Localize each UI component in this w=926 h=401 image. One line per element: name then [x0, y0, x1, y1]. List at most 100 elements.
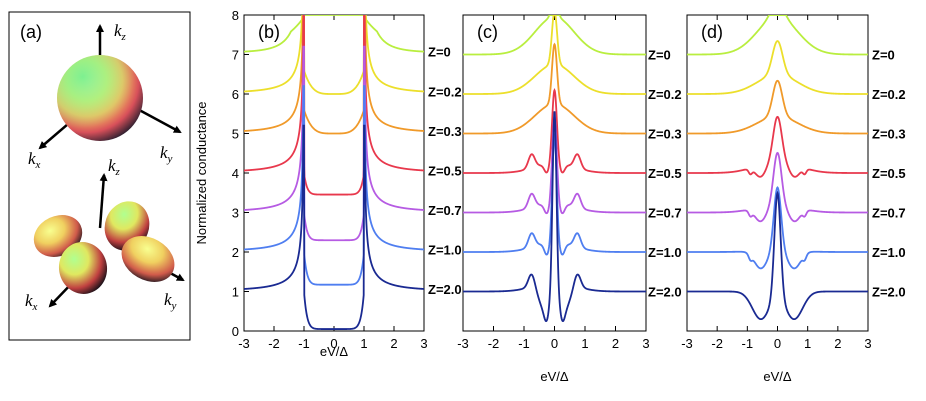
x-axis-title: eV/Δ — [540, 369, 569, 384]
series-label: Z=0 — [648, 47, 671, 62]
x-tick-label: 1 — [360, 336, 367, 351]
x-tick-label: -1 — [518, 336, 530, 351]
y-tick-label: 6 — [232, 87, 239, 102]
conductance-charts: -3 -2 -1 0 1 2 3 0 1 2 3 4 5 6 7 8 Normalized conductanc… — [194, 8, 906, 384]
ky-label-top: ky — [160, 143, 173, 165]
series-label: Z=0.3 — [428, 124, 462, 139]
plot-frame — [243, 14, 425, 332]
y-tick-label: 4 — [232, 166, 239, 181]
x-tick-label: -3 — [681, 336, 693, 351]
chart-panel-d: -3 -2 -1 0 1 2 3 eV/Δ (d) Z=0 Z=0.2 Z=0.3 Z=0.5 Z=0.7… — [681, 14, 906, 384]
y-tick-label: 7 — [232, 48, 239, 63]
series-label: Z=0.3 — [648, 126, 682, 141]
series-line-Z-0-5 — [244, 15, 424, 196]
series-label: Z=0.2 — [428, 84, 462, 99]
series-line-Z-0-7 — [687, 151, 868, 223]
kx-label-top: kx — [28, 149, 41, 171]
curves — [463, 15, 646, 323]
x-tick-label: -2 — [488, 336, 500, 351]
series-line-Z-0-5 — [463, 87, 646, 174]
x-axis-title: eV/Δ — [763, 369, 792, 384]
x-tick-label: 0 — [551, 336, 558, 351]
series-line-Z-1-0 — [463, 132, 646, 256]
kz-axis-arrow-bottom — [98, 173, 108, 229]
series-label: Z=2.0 — [428, 282, 462, 297]
kz-label-top: kz — [114, 21, 127, 43]
y-tick-label: 8 — [232, 8, 239, 23]
x-tick-label: 0 — [774, 336, 781, 351]
series-label: Z=0 — [428, 45, 451, 60]
x-tick-label: -2 — [268, 336, 280, 351]
kx-label-bottom: kx — [25, 291, 38, 313]
series-label: Z=0.7 — [872, 205, 906, 220]
series-label: Z=0 — [872, 47, 895, 62]
series-label: Z=0.5 — [648, 166, 682, 181]
s-wave-sphere-group: kz ky kx — [28, 21, 182, 171]
y-tick-label: 1 — [232, 285, 239, 300]
x-tick-label: 1 — [581, 336, 588, 351]
series-label: Z=2.0 — [872, 285, 906, 300]
y-tick-label: 5 — [232, 127, 239, 142]
series-line-Z-2-0 — [463, 111, 646, 323]
x-tick-label: 2 — [390, 336, 397, 351]
ky-label-bottom: ky — [164, 290, 177, 312]
kz-label-bottom: kz — [108, 156, 121, 178]
series-line-Z-0 — [244, 15, 424, 53]
series-line-Z-0 — [687, 15, 868, 56]
chart-panel-c: -3 -2 -1 0 1 2 3 eV/Δ (c) Z=0 Z=0.2 Z=0.3 Z=0.5 Z=0.7… — [457, 14, 682, 384]
curves — [687, 15, 868, 321]
series-line-Z-0-3 — [687, 79, 868, 135]
series-label: Z=0.2 — [648, 87, 682, 102]
y-tick-label: 2 — [232, 245, 239, 260]
series-line-Z-1-0 — [687, 186, 868, 270]
series-label: Z=0.3 — [872, 126, 906, 141]
series-line-Z-0-3 — [463, 42, 646, 135]
panel-label: (d) — [701, 22, 723, 42]
series-line-Z-0-5 — [687, 115, 868, 178]
y-tick-label: 3 — [232, 206, 239, 221]
x-tick-label: -1 — [742, 336, 754, 351]
curves — [244, 15, 424, 330]
series-label: Z=0.7 — [648, 205, 682, 220]
panel-label: (b) — [258, 22, 280, 42]
series-label: Z=2.0 — [648, 284, 682, 299]
x-tick-label: 2 — [612, 336, 619, 351]
x-tick-label: 3 — [864, 336, 871, 351]
d-wave-clover-group: kz ky kx — [25, 156, 185, 313]
x-tick-label: 0 — [330, 336, 337, 351]
series-line-Z-0-2 — [687, 40, 868, 95]
x-axis-title: eV/Δ — [320, 344, 349, 359]
series-label: Z=1.0 — [648, 245, 682, 260]
series-line-Z-2-0 — [687, 190, 868, 321]
panel-a-label: (a) — [20, 22, 42, 42]
x-tick-label: -2 — [711, 336, 723, 351]
series-label: Z=0.5 — [872, 166, 906, 181]
series-label: Z=1.0 — [428, 242, 462, 257]
panel-label: (c) — [477, 22, 498, 42]
y-tick-label: 0 — [232, 324, 239, 339]
series-label: Z=1.0 — [872, 245, 906, 260]
clover-lobe-front — [58, 242, 108, 294]
chart-panel-b: -3 -2 -1 0 1 2 3 0 1 2 3 4 5 6 7 8 Normalized conductanc… — [194, 8, 462, 359]
series-line-Z-2-0 — [244, 124, 424, 330]
x-tick-label: 3 — [420, 336, 427, 351]
series-label: Z=0.7 — [428, 203, 462, 218]
x-tick-label: 1 — [804, 336, 811, 351]
x-tick-label: -1 — [298, 336, 310, 351]
s-wave-sphere-highlight — [57, 55, 143, 141]
series-label: Z=0.5 — [428, 163, 462, 178]
series-line-Z-0-7 — [244, 45, 424, 242]
series-line-Z-1-0 — [244, 85, 424, 286]
x-tick-label: -3 — [238, 336, 250, 351]
series-label: Z=0.2 — [872, 87, 906, 102]
x-tick-label: 2 — [834, 336, 841, 351]
series-line-Z-0-2 — [244, 15, 424, 95]
series-line-Z-0-2 — [463, 15, 646, 95]
clover-lobe-right — [121, 236, 175, 282]
series-line-Z-0-3 — [244, 15, 424, 135]
y-axis-title: Normalized conductance — [194, 101, 209, 244]
x-tick-label: 3 — [642, 336, 649, 351]
x-tick-label: -3 — [457, 336, 469, 351]
panel-a: (a) kz ky kx kz ky kx — [8, 11, 191, 341]
